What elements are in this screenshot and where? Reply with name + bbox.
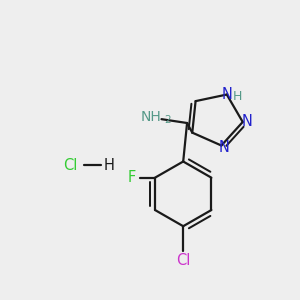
Text: H: H: [103, 158, 114, 173]
Text: N: N: [242, 115, 253, 130]
Text: NH: NH: [140, 110, 161, 124]
Text: 2: 2: [164, 115, 171, 125]
Text: H: H: [233, 90, 242, 103]
Text: N: N: [218, 140, 229, 154]
Text: Cl: Cl: [63, 158, 77, 173]
Text: N: N: [221, 87, 232, 102]
Text: Cl: Cl: [176, 253, 190, 268]
Text: F: F: [128, 170, 136, 185]
